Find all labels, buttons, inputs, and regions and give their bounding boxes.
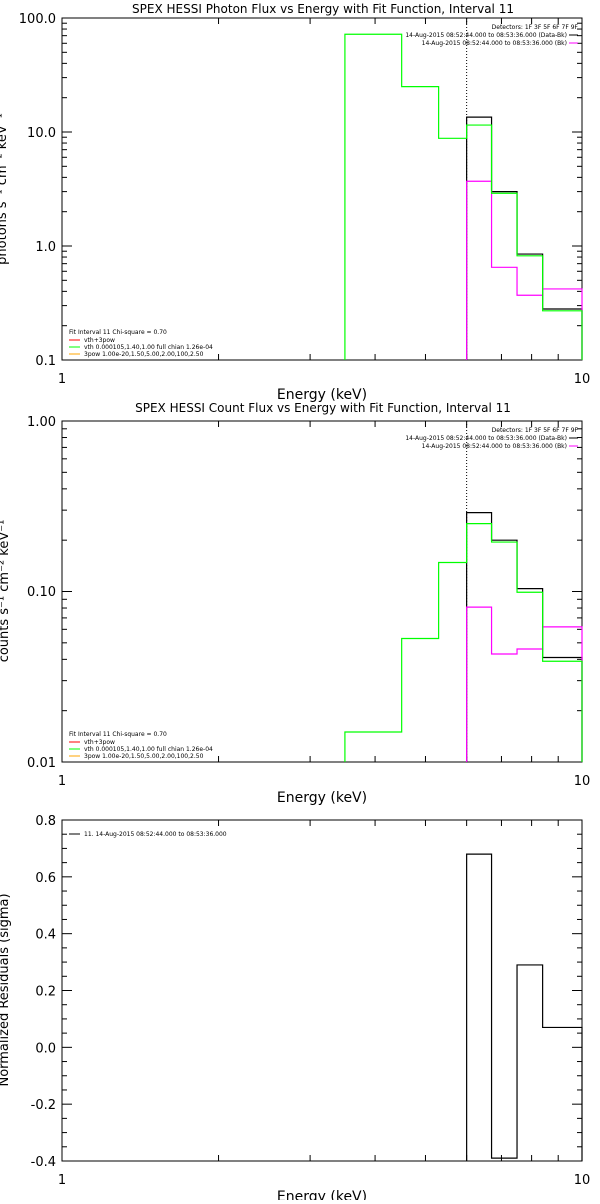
- panel3-ytick-label: 0.0: [35, 1041, 56, 1056]
- panel3-xtick-1: 1: [58, 1173, 66, 1188]
- panel1-vth-text: vth 0.000105,1.40,1.00 full chian 1.26e-…: [84, 344, 213, 351]
- panel3-minor-ticks: [62, 819, 582, 1162]
- panel1-series-bk: [466, 180, 583, 360]
- panel2-data-interval-text: 14-Aug-2015 08:52:44.000 to 08:53:36.000…: [405, 435, 567, 442]
- panel3-residual-series: [466, 853, 583, 1161]
- panel2-xtick-1: 1: [58, 774, 66, 789]
- panel1-fit-interval-text: Fit Interval 11 Chi-square = 0.70: [69, 329, 167, 336]
- panel1-xtick-10: 10: [574, 372, 591, 387]
- panel2-xtick-10: 10: [574, 774, 591, 789]
- panel1-frame: [61, 17, 583, 361]
- panel3-ytick-labels: -0.4 -0.2 0.0 0.2 0.4 0.6 0.8: [31, 814, 56, 1170]
- panel3-ytick-label: 0.2: [35, 985, 56, 1000]
- panel3-ytick-label: -0.2: [31, 1098, 56, 1113]
- panel1-ylabel: photons s⁻¹ cm⁻² keV⁻¹: [0, 113, 10, 265]
- panel2-plot-area: [344, 421, 583, 762]
- panel2-bk-interval-text: 14-Aug-2015 08:52:44.000 to 08:53:36.000…: [422, 443, 567, 450]
- residuals-panel: Energy (keV) Normalized Residuals (sigma…: [0, 814, 591, 1204]
- panel1-ytick-10.0: 10.0: [27, 126, 56, 141]
- panel2-ylabel: counts s⁻¹ cm⁻² keV⁻¹: [0, 520, 12, 663]
- panel2-frame: [61, 420, 583, 763]
- panel2-xlabel: Energy (keV): [277, 790, 367, 806]
- panel2-series-bk: [466, 606, 583, 762]
- panel1-xlabel: Energy (keV): [277, 387, 367, 403]
- panel3-plot-area: [466, 853, 583, 1161]
- panel3-ytick-label: 0.8: [35, 814, 56, 829]
- panel2-ytick-1.00: 1.00: [27, 415, 56, 430]
- panel1-series-fit: [344, 33, 583, 360]
- panel2-model-text: vth+3pow: [84, 739, 115, 746]
- panel1-title: SPEX HESSI Photon Flux vs Energy with Fi…: [132, 2, 514, 16]
- panel2-3pow-text: 3pow 1.00e-20,1.50,5.00,2.00,100,2.50: [84, 753, 204, 760]
- panel3-xtick-10: 10: [574, 1173, 591, 1188]
- panel3-legend-text: 11. 14-Aug-2015 08:52:44.000 to 08:53:36…: [84, 831, 227, 838]
- panel2-ytick-0.10: 0.10: [27, 585, 56, 600]
- panel2-ytick-0.01: 0.01: [27, 756, 56, 771]
- panel3-ytick-label: -0.4: [31, 1155, 56, 1170]
- panel2-detectors-text: Detectors: 1F 3F 5F 6F 7F 9F: [492, 427, 579, 434]
- panel1-data-interval-text: 14-Aug-2015 08:52:44.000 to 08:53:36.000…: [405, 32, 567, 39]
- panel3-ytick-label: 0.4: [35, 928, 56, 943]
- panel1-bk-interval-text: 14-Aug-2015 08:52:44.000 to 08:53:36.000…: [422, 40, 567, 47]
- panel2-vth-text: vth 0.000105,1.40,1.00 full chian 1.26e-…: [84, 746, 213, 753]
- panel2-minor-ticks: [62, 420, 582, 763]
- photon-flux-panel: SPEX HESSI Photon Flux vs Energy with Fi…: [0, 2, 590, 403]
- panel1-ytick-1.0: 1.0: [35, 240, 56, 255]
- panel1-plot-area: [344, 18, 583, 360]
- panel2-fit-interval-text: Fit Interval 11 Chi-square = 0.70: [69, 731, 167, 738]
- count-flux-panel: SPEX HESSI Count Flux vs Energy with Fit…: [0, 401, 590, 806]
- panel1-minor-ticks: [62, 17, 582, 361]
- panel3-frame: [61, 819, 583, 1162]
- panel1-series-data: [466, 116, 583, 360]
- panel2-series-data: [466, 512, 583, 762]
- panel1-ytick-100.0: 100.0: [19, 12, 56, 27]
- panel1-model-text: vth+3pow: [84, 337, 115, 344]
- panel3-ylabel: Normalized Residuals (sigma): [0, 893, 12, 1086]
- panel3-ytick-label: 0.6: [35, 871, 56, 886]
- panel1-detectors-text: Detectors: 1F 3F 5F 6F 7F 9F: [492, 24, 579, 31]
- panel2-title: SPEX HESSI Count Flux vs Energy with Fit…: [135, 401, 511, 415]
- panel2-series-fit: [344, 523, 583, 762]
- panel1-xtick-1: 1: [58, 372, 66, 387]
- panel1-3pow-text: 3pow 1.00e-20,1.50,5.00,2.00,100,2.50: [84, 351, 204, 358]
- panel1-ytick-0.1: 0.1: [35, 354, 56, 369]
- panel3-xlabel: Energy (keV): [277, 1189, 367, 1200]
